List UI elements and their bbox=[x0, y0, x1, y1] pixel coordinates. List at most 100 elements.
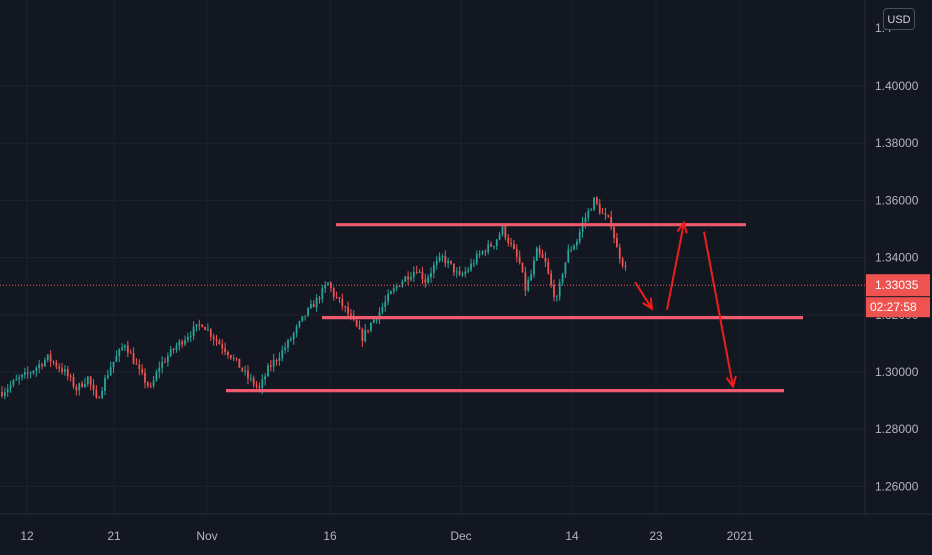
candle-body bbox=[610, 216, 613, 227]
candle-body bbox=[267, 365, 269, 377]
candle-body bbox=[249, 378, 252, 380]
candle-body bbox=[332, 288, 335, 297]
candle-body bbox=[461, 274, 464, 276]
candle-body bbox=[410, 276, 412, 280]
candle-body bbox=[378, 312, 381, 320]
candle-body bbox=[327, 282, 329, 286]
candle-body bbox=[227, 351, 229, 356]
candle-body bbox=[404, 276, 407, 282]
candle-body bbox=[115, 356, 118, 362]
candle-body bbox=[473, 263, 475, 265]
candle-body bbox=[624, 265, 627, 267]
candle-body bbox=[149, 385, 152, 387]
candle-body bbox=[412, 271, 415, 277]
candle-body bbox=[504, 226, 507, 238]
candle-body bbox=[470, 263, 472, 270]
candle-body bbox=[169, 348, 172, 357]
candle-body bbox=[118, 349, 121, 357]
candle-body bbox=[438, 256, 441, 261]
candle-body bbox=[418, 271, 421, 273]
candle-body bbox=[92, 384, 95, 390]
candle-body bbox=[129, 352, 132, 354]
candle-body bbox=[72, 377, 75, 387]
candle-body bbox=[144, 372, 146, 383]
drawings-layer[interactable] bbox=[226, 220, 803, 393]
candle-body bbox=[126, 345, 129, 353]
candle-body bbox=[392, 288, 395, 292]
candle-body bbox=[29, 373, 32, 375]
current-price-marker: 1.33035 02:27:58 bbox=[0, 274, 930, 318]
candle-body bbox=[553, 285, 555, 298]
candle-body bbox=[175, 346, 178, 350]
candle-body bbox=[195, 324, 198, 327]
candle-body bbox=[401, 281, 404, 287]
candle-body bbox=[595, 197, 598, 204]
candle-body bbox=[538, 248, 541, 254]
currency-button[interactable]: USD bbox=[883, 8, 915, 30]
countdown-label-bg bbox=[866, 297, 930, 318]
candle-body bbox=[252, 378, 255, 385]
candle-body bbox=[309, 304, 312, 309]
candle-body bbox=[141, 368, 144, 373]
candle-body bbox=[264, 376, 267, 380]
candle-body bbox=[6, 388, 9, 393]
time-axis[interactable]: 12 21 Nov 16 Dec 14 23 2021 bbox=[0, 513, 932, 543]
time-tick-label: 14 bbox=[565, 529, 579, 543]
candle-body bbox=[590, 209, 593, 211]
time-tick-label: Nov bbox=[196, 529, 217, 543]
candle-body bbox=[3, 392, 6, 397]
candle-body bbox=[533, 260, 535, 275]
candle-body bbox=[350, 313, 352, 316]
candle-body bbox=[384, 301, 387, 308]
candle-body bbox=[49, 354, 52, 362]
candle-body bbox=[23, 372, 26, 375]
candle-body bbox=[278, 358, 281, 361]
time-tick-label: 23 bbox=[649, 529, 663, 543]
candle-body bbox=[61, 368, 63, 372]
candle-body bbox=[467, 269, 470, 272]
candle-body bbox=[209, 329, 212, 337]
grid bbox=[0, 0, 865, 514]
candle-body bbox=[86, 376, 89, 384]
candle-body bbox=[229, 355, 232, 359]
candle-body bbox=[38, 364, 41, 368]
candle-body bbox=[487, 244, 490, 253]
price-tick-label: 1.40000 bbox=[875, 79, 919, 93]
candle-body bbox=[344, 306, 347, 308]
candle-body bbox=[166, 356, 169, 362]
time-tick-label: Dec bbox=[450, 529, 471, 543]
candle-body bbox=[484, 251, 487, 253]
candle-body bbox=[607, 214, 610, 217]
candle-body bbox=[41, 364, 43, 367]
candle-body bbox=[430, 272, 432, 278]
candle-body bbox=[289, 339, 292, 341]
candle-body bbox=[132, 353, 135, 364]
candle-body bbox=[304, 315, 307, 317]
candle-body bbox=[578, 231, 581, 242]
candle-body bbox=[481, 251, 484, 254]
price-tick-label: 1.34000 bbox=[875, 251, 919, 265]
candle-body bbox=[524, 272, 527, 291]
current-price-label-bg bbox=[866, 274, 930, 297]
candle-body bbox=[58, 366, 61, 369]
candle-body bbox=[521, 262, 524, 273]
candle-body bbox=[475, 254, 478, 264]
candle-body bbox=[241, 367, 244, 371]
candle-body bbox=[75, 386, 78, 391]
candle-body bbox=[255, 384, 258, 387]
candle-body bbox=[335, 296, 338, 298]
scenario-arrow-up-head bbox=[676, 220, 688, 234]
price-tick-label: 1.26000 bbox=[875, 479, 919, 493]
candle-body bbox=[247, 370, 249, 379]
candle-body bbox=[324, 285, 327, 289]
candle-body bbox=[507, 237, 510, 243]
candle-body bbox=[387, 293, 389, 302]
candle-body bbox=[510, 242, 512, 245]
candle-body bbox=[424, 279, 427, 283]
candle-body bbox=[493, 246, 495, 248]
price-axis[interactable]: 1.400001.380001.360001.340001.320001.300… bbox=[864, 0, 919, 514]
candle-body bbox=[618, 247, 621, 259]
candle-body bbox=[187, 336, 189, 341]
